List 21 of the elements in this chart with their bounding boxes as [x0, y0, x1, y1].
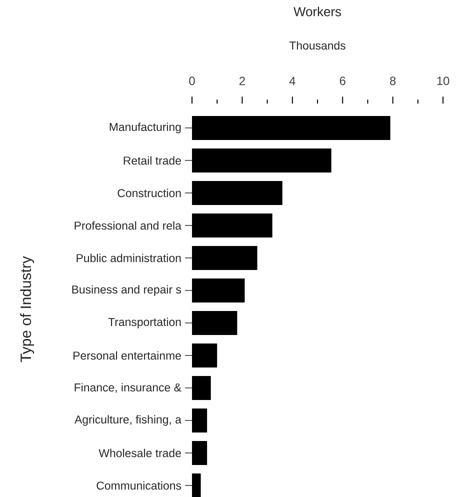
- y-tick-label: Finance, insurance &: [74, 383, 182, 393]
- y-tick-label: Construction: [118, 188, 181, 198]
- y-tick-label: Retail trade: [124, 156, 181, 165]
- y-tick-label: Communications: [96, 481, 182, 490]
- y-tick-label: Professional and rela: [74, 221, 182, 230]
- x-tick-label: 0: [189, 76, 195, 86]
- x-tick-label: 8: [390, 76, 396, 86]
- y-axis-title: Type of Industry: [20, 256, 34, 362]
- x-tick-label: 10: [437, 76, 450, 86]
- y-tick-label: Personal entertainme: [74, 351, 181, 360]
- y-tick-label: Transportation: [108, 318, 181, 328]
- y-tick-label: Manufacturing: [110, 122, 181, 134]
- y-tick-label: Public administration: [76, 254, 181, 262]
- y-tick-label: Wholesale trade: [98, 448, 181, 458]
- x-axis-title: Thousands: [289, 41, 346, 50]
- y-tick-label: Business and repair s: [72, 285, 182, 296]
- x-tick-label: 4: [289, 76, 296, 86]
- x-tick-label: 6: [340, 76, 346, 86]
- y-tick-label: Agriculture, fishing, a: [74, 415, 182, 426]
- chart-title: Workers: [294, 6, 342, 16]
- x-tick-label: 2: [239, 76, 245, 86]
